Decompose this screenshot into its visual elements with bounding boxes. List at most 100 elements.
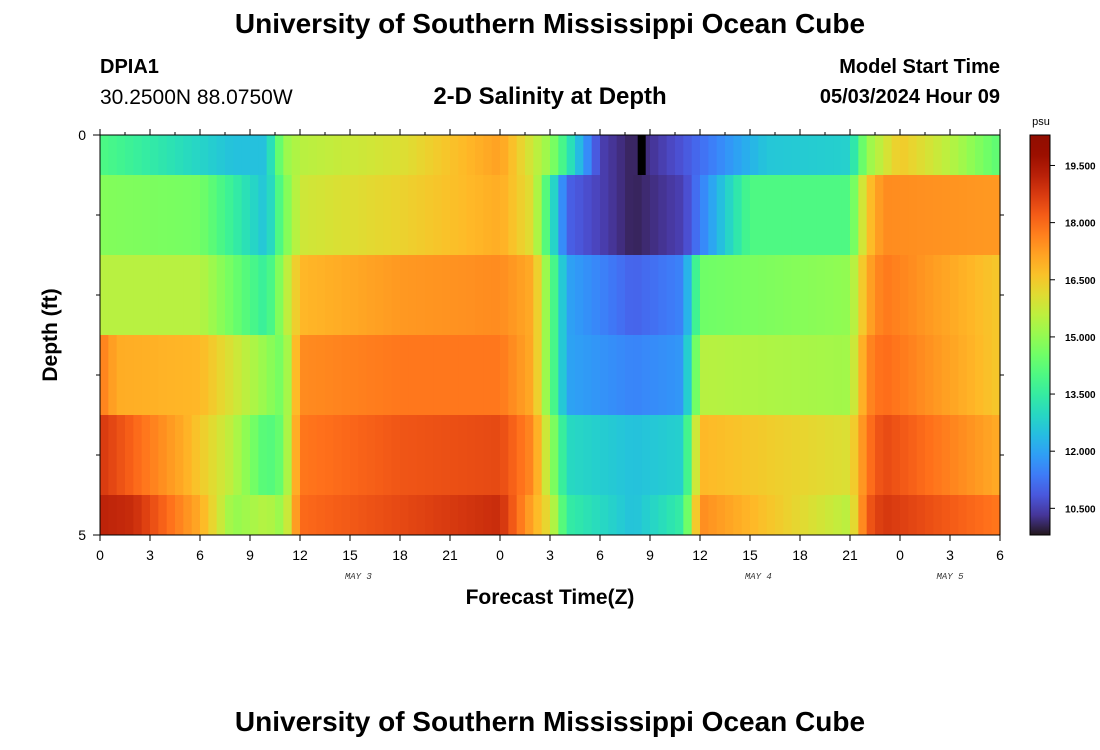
heatmap-cell <box>491 135 501 175</box>
heatmap-cell <box>666 495 676 535</box>
heatmap-cell <box>133 415 143 495</box>
heatmap-cell <box>941 495 951 535</box>
heatmap-cell <box>366 135 376 175</box>
heatmap-cell <box>558 495 568 535</box>
heatmap-cell <box>333 255 343 335</box>
heatmap-cell <box>625 175 634 255</box>
heatmap-cell <box>966 135 976 175</box>
heatmap-cell <box>508 415 518 495</box>
heatmap-cell <box>158 415 168 495</box>
heatmap-cell <box>633 495 643 535</box>
heatmap-cell <box>683 255 693 335</box>
heatmap-cell <box>691 135 701 175</box>
heatmap-cell <box>558 135 568 175</box>
heatmap-cell <box>433 255 443 335</box>
heatmap-cell <box>516 255 526 335</box>
heatmap-cell <box>316 335 326 415</box>
heatmap-cell <box>433 335 443 415</box>
heatmap-cell <box>875 335 884 415</box>
heatmap-cell <box>716 495 726 535</box>
heatmap-cell <box>916 415 926 495</box>
heatmap-cell <box>125 255 134 335</box>
heatmap-cell <box>266 495 276 535</box>
heatmap-cell <box>141 335 151 415</box>
heatmap-cell <box>108 175 118 255</box>
heatmap-cell <box>341 175 351 255</box>
heatmap-cell <box>741 495 751 535</box>
heatmap-cell <box>466 175 476 255</box>
heatmap-cell <box>150 255 159 335</box>
heatmap-cell <box>566 335 576 415</box>
heatmap-cell <box>200 335 209 415</box>
heatmap-cell <box>816 495 826 535</box>
heatmap-cell <box>158 335 168 415</box>
heatmap-cell <box>183 175 193 255</box>
heatmap-cell <box>108 135 118 175</box>
heatmap-cell <box>608 175 618 255</box>
heatmap-cell <box>300 335 309 415</box>
heatmap-cell <box>150 135 159 175</box>
heatmap-cell <box>850 335 859 415</box>
heatmap-cell <box>600 335 609 415</box>
heatmap-cell <box>508 495 518 535</box>
heatmap-cell <box>625 415 634 495</box>
colorbar-tick-label: 15.000 <box>1065 333 1096 344</box>
heatmap-cell <box>350 135 359 175</box>
heatmap-cell <box>883 415 893 495</box>
heatmap-cell <box>675 335 684 415</box>
heatmap-cell <box>291 495 301 535</box>
heatmap-cell <box>325 415 334 495</box>
heatmap-cell <box>300 255 309 335</box>
heatmap-cell <box>258 255 268 335</box>
heatmap-cell <box>691 415 701 495</box>
heatmap-cell <box>116 175 126 255</box>
heatmap-cell <box>991 415 1001 495</box>
heatmap-cell <box>341 415 351 495</box>
heatmap-cell <box>841 135 851 175</box>
heatmap-cell <box>558 335 568 415</box>
heatmap-cell <box>833 135 843 175</box>
colorbar-unit-label: psu <box>1032 116 1050 128</box>
heatmap-cell <box>366 335 376 415</box>
heatmap-cell <box>425 415 434 495</box>
heatmap-cell <box>983 415 993 495</box>
heatmap-cell <box>975 175 984 255</box>
heatmap-cell <box>891 495 901 535</box>
x-tick-label: 3 <box>146 547 154 563</box>
heatmap-cell <box>650 175 659 255</box>
x-tick-label: 15 <box>342 547 358 563</box>
heatmap-cell <box>141 135 151 175</box>
heatmap-cell <box>308 255 318 335</box>
heatmap-cell <box>225 135 234 175</box>
heatmap-cell <box>116 415 126 495</box>
x-tick-label: 21 <box>442 547 458 563</box>
heatmap-cell <box>541 335 551 415</box>
heatmap-cell <box>441 135 451 175</box>
heatmap-cell <box>866 175 876 255</box>
heatmap-cell <box>608 495 618 535</box>
heatmap-cell <box>200 135 209 175</box>
heatmap-cell <box>116 335 126 415</box>
heatmap-cell <box>925 135 934 175</box>
heatmap-cell <box>800 255 809 335</box>
heatmap-cell <box>408 415 418 495</box>
heatmap-cell <box>975 415 984 495</box>
heatmap-cell <box>925 415 934 495</box>
heatmap-cell <box>491 175 501 255</box>
heatmap-cell <box>600 495 609 535</box>
heatmap-cell <box>716 175 726 255</box>
heatmap-cell <box>116 495 126 535</box>
heatmap-cell <box>308 495 318 535</box>
heatmap-cell <box>600 175 609 255</box>
heatmap-cell <box>741 335 751 415</box>
heatmap-cell <box>233 335 243 415</box>
heatmap-cell <box>958 495 968 535</box>
heatmap-cell <box>908 495 918 535</box>
heatmap-cell <box>966 335 976 415</box>
heatmap-cell <box>275 495 284 535</box>
heatmap-cell <box>100 335 109 415</box>
heatmap-cell <box>525 335 534 415</box>
heatmap-cell <box>308 135 318 175</box>
heatmap-cell <box>291 135 301 175</box>
heatmap-cell <box>558 415 568 495</box>
